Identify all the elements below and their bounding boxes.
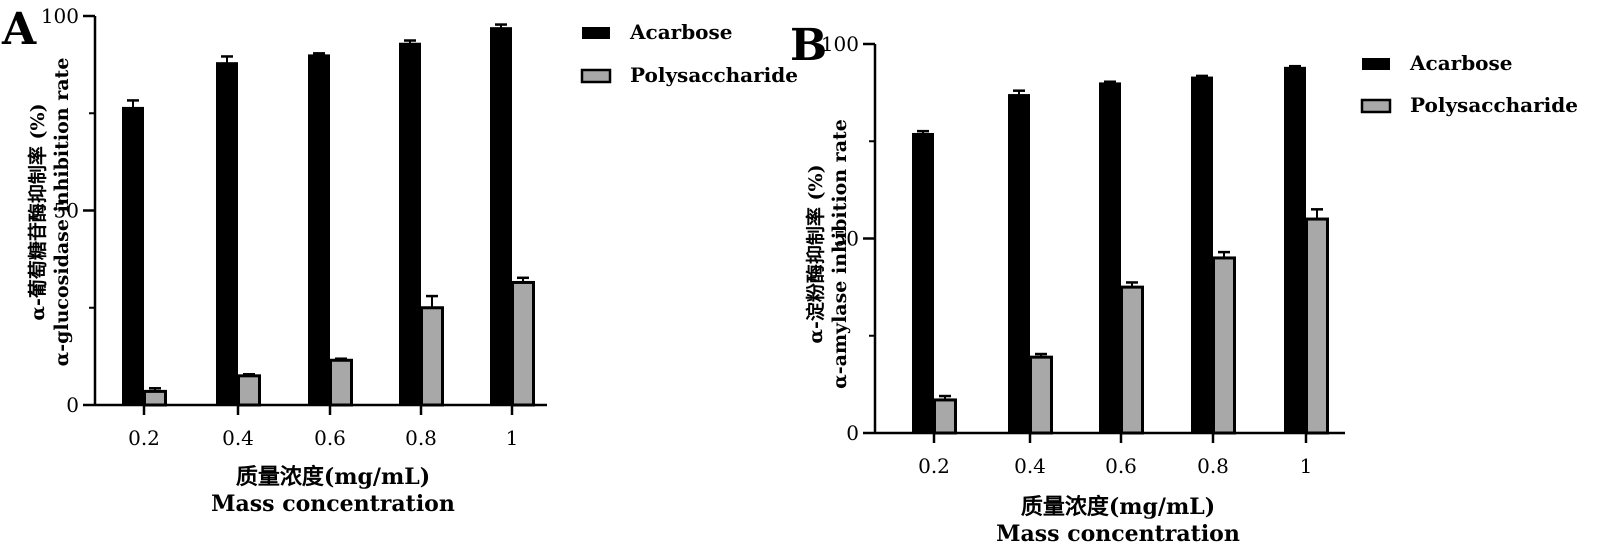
panel-a-legend-label-polysaccharide: Polysaccharide	[630, 63, 798, 87]
panel-a-bar-acarbose-0.2	[122, 106, 144, 406]
panel-a-y-tick-label-50: 50	[54, 199, 79, 223]
panel-a-y-tick-label-0: 0	[66, 393, 79, 417]
panel-a-bar-acarbose-1	[490, 27, 512, 406]
panel-a-ylabel-cn: α-葡萄糖苷酶抑制率 (%)	[26, 103, 49, 320]
panel-b-bar-acarbose-0.4	[1008, 94, 1030, 434]
panel-b-xlabel-cn: 质量浓度(mg/mL)	[1021, 494, 1215, 520]
panel-a-bar-acarbose-0.6	[308, 54, 330, 406]
panel-a-x-tick-label-0.6: 0.6	[314, 426, 346, 450]
panel-b-x-tick-label-0.8: 0.8	[1197, 454, 1229, 478]
panel-a-y-tick-label-100: 100	[41, 4, 79, 28]
panel-b-xlabel-en: Mass concentration	[996, 521, 1240, 547]
panel-b-bar-acarbose-0.2	[912, 132, 934, 434]
panel-a-x-tick-label-0.4: 0.4	[222, 426, 254, 450]
panel-a-legend-label-acarbose: Acarbose	[629, 20, 733, 44]
panel-b-bar-polysaccharide-0.2	[933, 398, 957, 435]
panel-a-legend-swatch-acarbose	[582, 27, 610, 39]
panel-a-bar-polysaccharide-0.4	[237, 374, 261, 407]
panel-a: A α-葡萄糖苷酶抑制率 (%) α-glucosidase inhibitio…	[1, 4, 798, 517]
panel-b-bar-polysaccharide-0.8	[1212, 256, 1236, 435]
panel-b-bar-acarbose-0.6	[1099, 82, 1121, 434]
panel-a-bar-polysaccharide-1	[511, 280, 535, 407]
panel-a-x-tick-label-1: 1	[506, 426, 519, 450]
panel-a-xlabel-cn: 质量浓度(mg/mL)	[236, 464, 430, 490]
panel-a-letter: A	[1, 4, 37, 55]
panel-a-xlabel-en: Mass concentration	[211, 491, 455, 517]
panel-a-ylabel-en: α-glucosidase inhibition rate	[51, 58, 73, 367]
panel-a-x-tick-label-0.8: 0.8	[405, 426, 437, 450]
panel-b-y-tick-label-50: 50	[834, 227, 859, 251]
panel-a-legend: Acarbose Polysaccharide	[580, 20, 798, 87]
panel-a-bar-polysaccharide-0.2	[143, 389, 167, 407]
panel-b-bar-polysaccharide-0.4	[1029, 355, 1053, 435]
panel-a-legend-swatch-polysaccharide	[580, 68, 612, 84]
panel-b-legend-label-polysaccharide: Polysaccharide	[1410, 93, 1578, 117]
panel-b-legend-swatch-polysaccharide	[1360, 98, 1392, 114]
panel-b-legend-label-acarbose: Acarbose	[1409, 51, 1513, 75]
panel-b-y-tick-label-0: 0	[846, 421, 859, 445]
panel-b-bar-polysaccharide-1	[1305, 217, 1329, 435]
panel-b-x-tick-label-0.2: 0.2	[918, 454, 950, 478]
panel-a-x-tick-label-0.2: 0.2	[128, 426, 160, 450]
panel-b-bar-acarbose-1	[1284, 66, 1306, 434]
panel-b-letter: B	[790, 20, 827, 71]
panel-a-bar-polysaccharide-0.8	[420, 306, 444, 407]
panel-a-bar-polysaccharide-0.6	[329, 358, 353, 407]
panel-b-y-tick-label-100: 100	[821, 32, 859, 56]
panel-b-x-tick-label-1: 1	[1300, 454, 1313, 478]
panel-a-plot: 0 50 100 0.2 0.4 0.6 0.8 1	[41, 4, 547, 450]
panel-a-bar-acarbose-0.8	[399, 42, 421, 406]
panel-b-bar-polysaccharide-0.6	[1120, 285, 1144, 435]
panel-b-x-tick-label-0.6: 0.6	[1105, 454, 1137, 478]
panel-b-ylabel-en: α-amylase inhibition rate	[829, 119, 851, 389]
panel-b-legend-swatch-acarbose	[1362, 58, 1390, 70]
panel-b-bar-acarbose-0.8	[1191, 76, 1213, 434]
panel-a-bar-acarbose-0.4	[216, 62, 238, 406]
panel-b: B α-淀粉酶抑制率 (%) α-amylase inhibition rate…	[790, 20, 1578, 547]
panel-b-x-tick-label-0.4: 0.4	[1014, 454, 1046, 478]
panel-b-plot: 0 50 100 0.2 0.4 0.6 0.8 1	[821, 32, 1345, 478]
panel-b-legend: Acarbose Polysaccharide	[1360, 51, 1578, 117]
panel-b-ylabel-cn: α-淀粉酶抑制率 (%)	[804, 164, 827, 343]
